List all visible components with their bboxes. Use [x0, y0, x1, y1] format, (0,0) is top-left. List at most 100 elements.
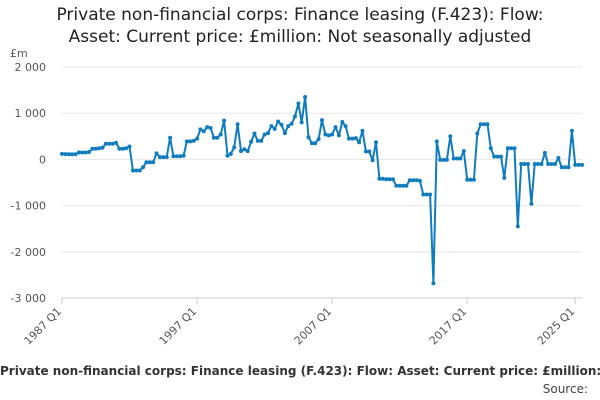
data-point[interactable]: [144, 160, 149, 165]
data-point[interactable]: [259, 138, 264, 143]
data-point[interactable]: [181, 153, 186, 158]
data-point[interactable]: [407, 178, 412, 183]
data-point[interactable]: [262, 132, 267, 137]
data-point[interactable]: [353, 136, 358, 141]
data-point[interactable]: [553, 162, 557, 166]
data-point[interactable]: [360, 128, 365, 133]
data-point[interactable]: [171, 154, 176, 159]
data-point[interactable]: [154, 151, 159, 156]
data-point[interactable]: [184, 139, 189, 144]
data-point[interactable]: [114, 140, 118, 145]
data-point[interactable]: [350, 136, 355, 141]
data-point[interactable]: [107, 141, 112, 146]
data-point[interactable]: [252, 131, 257, 136]
data-point[interactable]: [309, 141, 314, 146]
data-point[interactable]: [495, 154, 500, 159]
data-point[interactable]: [482, 122, 487, 127]
data-point[interactable]: [367, 149, 372, 154]
data-point[interactable]: [465, 177, 470, 182]
data-point[interactable]: [536, 162, 541, 166]
data-point[interactable]: [444, 157, 449, 162]
data-point[interactable]: [117, 146, 122, 151]
data-point[interactable]: [434, 139, 439, 144]
data-point[interactable]: [343, 124, 348, 129]
data-point[interactable]: [208, 126, 213, 130]
data-point[interactable]: [151, 160, 156, 165]
data-point[interactable]: [83, 150, 88, 155]
data-point[interactable]: [316, 137, 321, 142]
data-point[interactable]: [161, 155, 166, 160]
data-point[interactable]: [276, 119, 281, 124]
data-point[interactable]: [211, 135, 216, 140]
data-point[interactable]: [313, 141, 318, 146]
data-point[interactable]: [249, 139, 254, 144]
data-point[interactable]: [63, 152, 68, 157]
data-point[interactable]: [556, 156, 561, 160]
data-point[interactable]: [529, 201, 534, 206]
data-point[interactable]: [532, 162, 537, 166]
data-point[interactable]: [539, 162, 544, 166]
data-point[interactable]: [542, 150, 547, 155]
data-point[interactable]: [201, 129, 206, 134]
data-point[interactable]: [512, 146, 517, 151]
data-point[interactable]: [499, 154, 503, 159]
data-point[interactable]: [178, 154, 183, 159]
data-point[interactable]: [515, 224, 520, 229]
data-point[interactable]: [374, 140, 378, 145]
data-point[interactable]: [573, 162, 578, 167]
data-point[interactable]: [455, 156, 460, 161]
data-point[interactable]: [438, 157, 443, 162]
data-point[interactable]: [468, 177, 473, 182]
data-point[interactable]: [569, 128, 574, 133]
data-point[interactable]: [134, 168, 139, 173]
data-point[interactable]: [127, 144, 132, 149]
data-point[interactable]: [330, 132, 335, 137]
data-point[interactable]: [546, 162, 551, 166]
data-point[interactable]: [235, 122, 240, 127]
data-point[interactable]: [471, 177, 476, 182]
data-point[interactable]: [424, 192, 429, 197]
data-point[interactable]: [519, 162, 524, 166]
data-point[interactable]: [478, 122, 483, 127]
data-point[interactable]: [397, 183, 402, 188]
data-point[interactable]: [380, 176, 385, 181]
data-point[interactable]: [222, 118, 227, 123]
data-point[interactable]: [205, 125, 210, 130]
data-point[interactable]: [225, 153, 230, 158]
data-point[interactable]: [157, 155, 162, 160]
data-point[interactable]: [431, 281, 436, 286]
data-point[interactable]: [269, 124, 274, 129]
data-point[interactable]: [492, 154, 497, 159]
data-point[interactable]: [563, 165, 568, 170]
data-point[interactable]: [191, 138, 196, 143]
data-point[interactable]: [80, 150, 85, 155]
data-point[interactable]: [289, 121, 294, 126]
data-point[interactable]: [147, 160, 152, 165]
data-point[interactable]: [232, 145, 237, 150]
data-point[interactable]: [141, 165, 145, 170]
data-point[interactable]: [394, 183, 399, 188]
data-point[interactable]: [580, 162, 584, 167]
data-point[interactable]: [441, 157, 446, 162]
data-point[interactable]: [326, 133, 331, 138]
data-point[interactable]: [390, 177, 395, 182]
data-point[interactable]: [448, 134, 453, 139]
data-point[interactable]: [428, 192, 433, 197]
data-point[interactable]: [293, 114, 297, 119]
data-point[interactable]: [215, 135, 220, 140]
data-point[interactable]: [336, 133, 341, 138]
data-point[interactable]: [110, 141, 115, 146]
data-point[interactable]: [509, 146, 514, 151]
data-point[interactable]: [377, 176, 382, 181]
data-point[interactable]: [60, 151, 64, 156]
data-point[interactable]: [566, 165, 571, 170]
data-point[interactable]: [239, 149, 243, 154]
data-point[interactable]: [168, 135, 173, 140]
data-point[interactable]: [526, 162, 530, 166]
data-point[interactable]: [228, 151, 233, 156]
data-point[interactable]: [266, 131, 270, 136]
data-point[interactable]: [97, 146, 102, 151]
data-point[interactable]: [93, 146, 98, 151]
data-point[interactable]: [370, 158, 375, 163]
data-point[interactable]: [70, 152, 75, 157]
